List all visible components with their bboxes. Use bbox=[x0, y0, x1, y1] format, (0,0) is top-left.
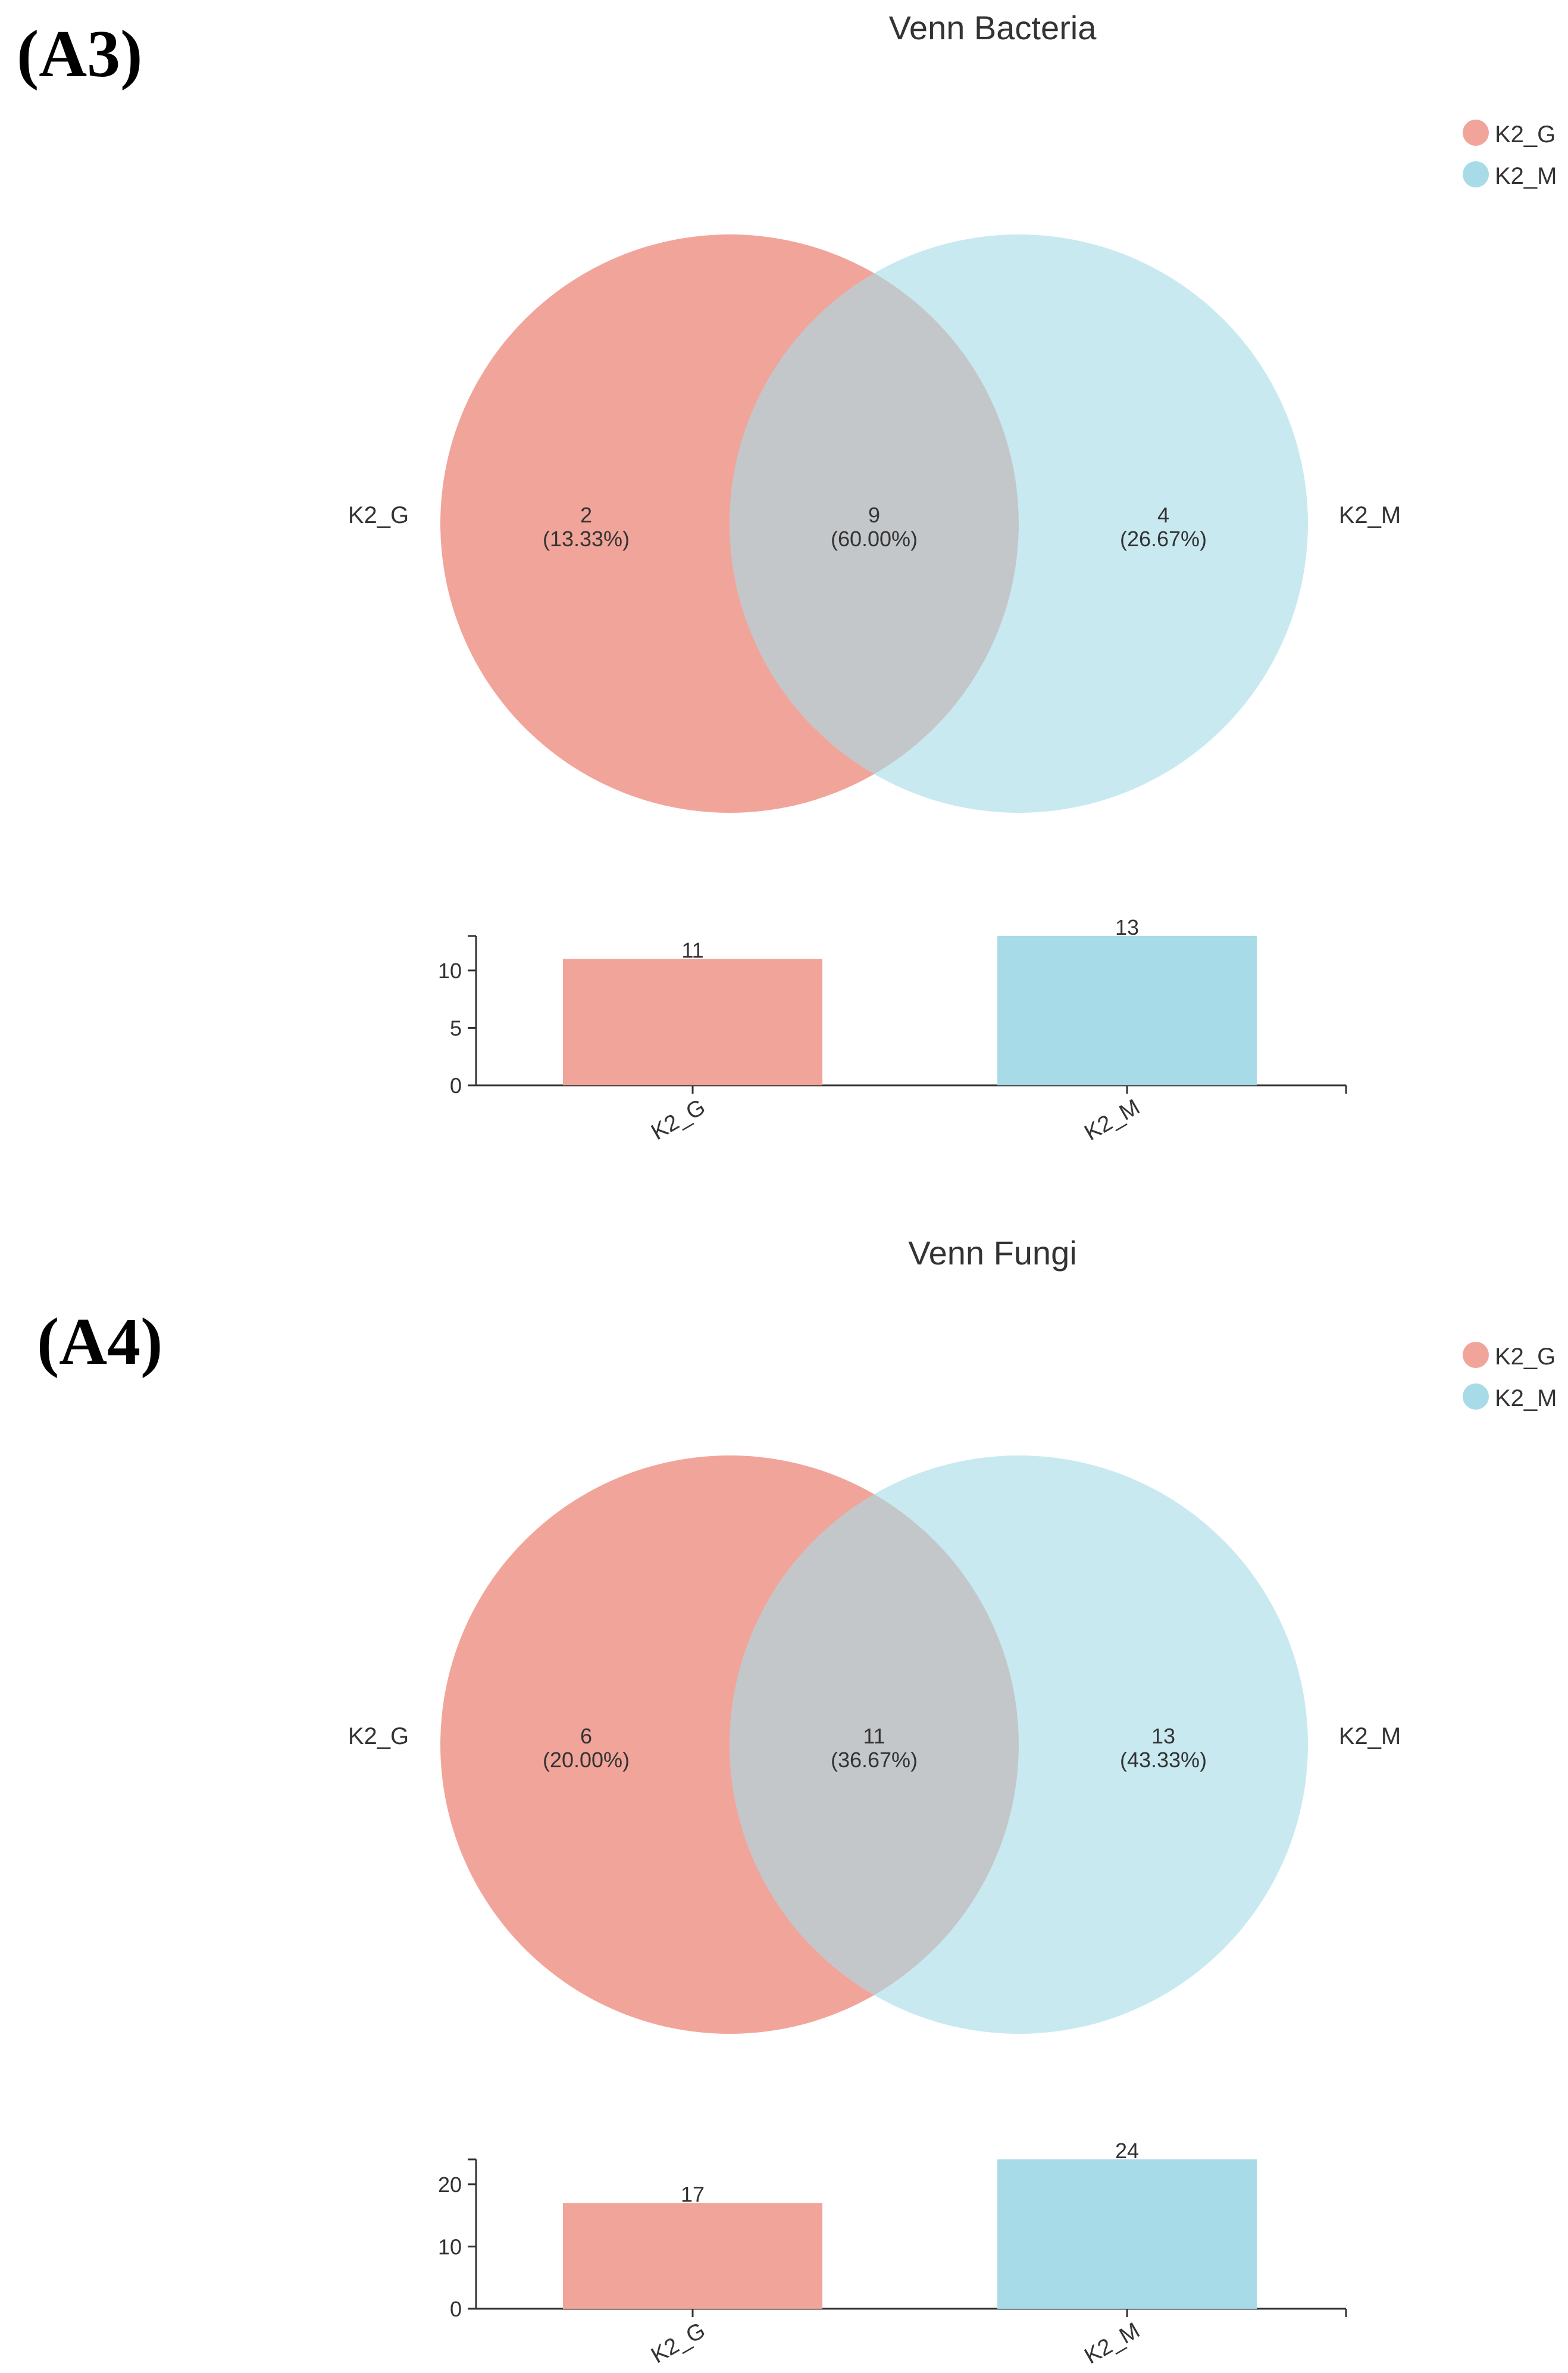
legend-a4: K2_G K2_M bbox=[1463, 1342, 1557, 1411]
venn-diagram-a3: K2_G K2_M 2 (13.33%) 9 (60.00%) 4 (26.67… bbox=[348, 234, 1401, 813]
y-tick-label: 10 bbox=[438, 2234, 462, 2259]
legend-label-k2g: K2_G bbox=[1495, 1344, 1556, 1370]
bar-value-label: 17 bbox=[681, 2182, 705, 2206]
y-tick-label: 5 bbox=[450, 1016, 462, 1040]
y-tick-label: 0 bbox=[450, 2297, 462, 2321]
panel-a4: (A4) Venn Fungi K2_G K2_M K2_G K2_M 6 (2… bbox=[37, 1234, 1557, 2369]
region-count-k2m-only: 13 bbox=[1151, 1724, 1175, 1748]
region-pct-k2m-only: (43.33%) bbox=[1120, 1748, 1207, 1772]
y-tick-label: 20 bbox=[438, 2172, 462, 2197]
bar-value-label: 24 bbox=[1115, 2139, 1139, 2163]
bar-k2m bbox=[997, 936, 1257, 1085]
chart-title-a4: Venn Fungi bbox=[908, 1234, 1076, 1272]
region-pct-intersection: (60.00%) bbox=[831, 527, 918, 551]
bar-k2m bbox=[997, 2159, 1257, 2309]
legend-marker-k2m bbox=[1463, 1383, 1489, 1410]
region-count-intersection: 11 bbox=[863, 1724, 885, 1748]
legend-label-k2m: K2_M bbox=[1495, 163, 1557, 189]
panel-label-a4: (A4) bbox=[37, 1305, 162, 1379]
panel-a3: (A3) Venn Bacteria K2_G K2_M K2_G K2_M 2… bbox=[17, 9, 1557, 1145]
y-tick-label: 10 bbox=[438, 959, 462, 983]
set-label-k2m: K2_M bbox=[1339, 502, 1401, 528]
region-count-k2g-only: 2 bbox=[580, 503, 592, 527]
x-tick-label: K2_G bbox=[647, 1094, 709, 1145]
venn-circle-k2m bbox=[730, 1455, 1308, 2034]
set-label-k2g: K2_G bbox=[348, 1723, 409, 1749]
region-count-k2m-only: 4 bbox=[1157, 503, 1169, 527]
set-label-k2m: K2_M bbox=[1339, 1723, 1401, 1749]
bar-chart-a3: 0 5 10 11 K2_G 13 K2_M bbox=[438, 915, 1347, 1145]
bar-value-label: 13 bbox=[1115, 915, 1139, 940]
bar-k2g bbox=[563, 2203, 822, 2309]
bar-chart-a4: 0 10 20 17 K2_G 24 K2_M bbox=[438, 2139, 1347, 2369]
panel-label-a3: (A3) bbox=[17, 17, 142, 91]
region-count-k2g-only: 6 bbox=[580, 1724, 592, 1748]
y-tick-label: 0 bbox=[450, 1073, 462, 1098]
legend-a3: K2_G K2_M bbox=[1463, 120, 1557, 189]
legend-marker-k2m bbox=[1463, 161, 1489, 187]
region-pct-k2m-only: (26.67%) bbox=[1120, 527, 1207, 551]
region-pct-k2g-only: (13.33%) bbox=[543, 527, 630, 551]
x-tick-label: K2_M bbox=[1081, 1094, 1144, 1145]
venn-diagram-a4: K2_G K2_M 6 (20.00%) 11 (36.67%) 13 (43.… bbox=[348, 1455, 1401, 2034]
bar-value-label: 11 bbox=[681, 938, 703, 963]
legend-label-k2m: K2_M bbox=[1495, 1385, 1557, 1411]
legend-marker-k2g bbox=[1463, 120, 1489, 146]
chart-title-a3: Venn Bacteria bbox=[889, 9, 1097, 46]
region-count-intersection: 9 bbox=[868, 503, 880, 527]
region-pct-intersection: (36.67%) bbox=[831, 1748, 918, 1772]
legend-label-k2g: K2_G bbox=[1495, 121, 1556, 148]
bar-k2g bbox=[563, 959, 822, 1085]
x-tick-label: K2_G bbox=[647, 2318, 709, 2368]
region-pct-k2g-only: (20.00%) bbox=[543, 1748, 630, 1772]
legend-marker-k2g bbox=[1463, 1342, 1489, 1368]
set-label-k2g: K2_G bbox=[348, 502, 409, 528]
x-tick-label: K2_M bbox=[1081, 2318, 1144, 2369]
venn-circle-k2m bbox=[730, 234, 1308, 813]
